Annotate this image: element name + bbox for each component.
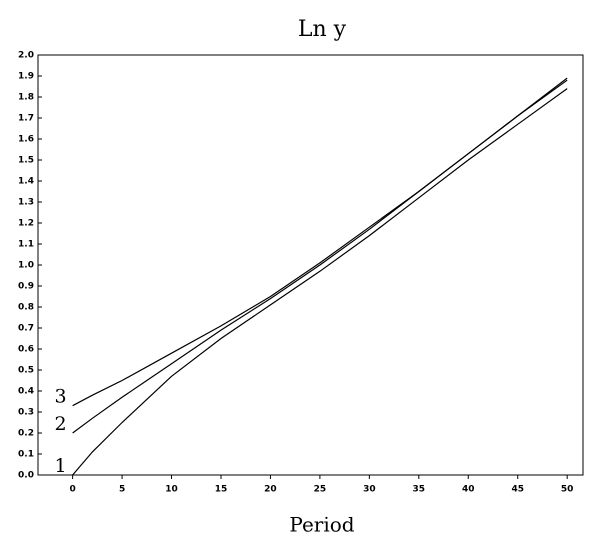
x-tick-label: 10 xyxy=(165,485,178,495)
x-tick-label: 15 xyxy=(215,485,228,495)
y-tick-label: 2.0 xyxy=(18,51,34,61)
x-tick-label: 40 xyxy=(462,485,475,495)
y-tick-label: 1.4 xyxy=(18,177,34,187)
y-tick-label: 0.9 xyxy=(18,282,34,292)
y-tick-label: 1.8 xyxy=(18,93,34,103)
y-tick-label: 0.1 xyxy=(18,450,34,460)
y-tick-label: 1.7 xyxy=(18,114,34,124)
series-label: 1 xyxy=(55,455,67,477)
y-tick-label: 1.3 xyxy=(18,198,34,208)
x-tick-label: 35 xyxy=(413,485,426,495)
x-axis-label: Period xyxy=(289,513,354,537)
x-tick-label: 45 xyxy=(511,485,524,495)
x-tick-label: 20 xyxy=(264,485,277,495)
series-label: 3 xyxy=(55,386,67,408)
y-tick-label: 0.7 xyxy=(18,324,34,334)
y-tick-label: 1.0 xyxy=(18,261,34,271)
x-tick-label: 30 xyxy=(363,485,376,495)
series-line xyxy=(72,77,568,434)
y-tick-label: 1.1 xyxy=(18,240,34,250)
chart-title: Ln y xyxy=(298,17,347,42)
y-tick-label: 0.4 xyxy=(18,387,34,397)
x-tick-label: 50 xyxy=(561,485,574,495)
y-tick-label: 0.5 xyxy=(18,366,34,376)
y-tick-label: 0.6 xyxy=(18,345,34,355)
x-tick-label: 25 xyxy=(314,485,327,495)
y-tick-label: 1.6 xyxy=(18,135,34,145)
x-tick-label: 5 xyxy=(119,485,125,495)
y-tick-label: 0.8 xyxy=(18,303,34,313)
y-tick-label: 0.2 xyxy=(18,429,34,439)
series-line xyxy=(72,88,568,476)
y-tick-label: 0.3 xyxy=(18,408,34,418)
series-label: 2 xyxy=(55,413,67,435)
y-tick-label: 1.5 xyxy=(18,156,34,166)
plot-frame xyxy=(37,54,584,476)
series-line xyxy=(72,79,568,407)
y-tick-label: 1.2 xyxy=(18,219,34,229)
y-tick-label: 0.0 xyxy=(18,471,34,481)
y-tick-label: 1.9 xyxy=(18,72,34,82)
x-tick-label: 0 xyxy=(69,485,75,495)
